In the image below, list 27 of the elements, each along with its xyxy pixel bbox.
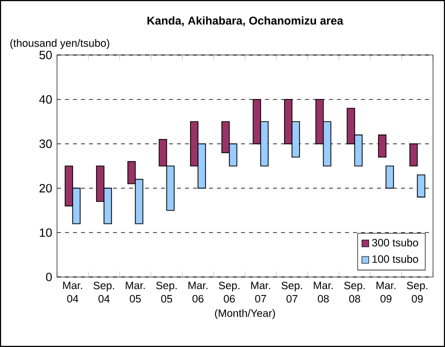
x-tick-label: Mar. 05	[126, 282, 145, 302]
x-tick-label: Sep. 08	[344, 282, 365, 303]
x-tick-label: Mar. 08	[314, 282, 333, 302]
bar	[378, 134, 386, 158]
x-tick-label: Sep. 05	[156, 282, 177, 303]
legend-label: 100 tsubo	[372, 255, 418, 263]
bar	[416, 174, 426, 198]
bar	[409, 143, 418, 166]
legend-label: 300 tsubo	[372, 238, 418, 246]
x-tick-label: Mar. 06	[188, 282, 208, 302]
x-tick-label: Mar. 09	[376, 282, 396, 302]
x-tick-label: Sep. 07	[282, 282, 302, 303]
x-tick-label: Mar. 04	[63, 282, 82, 302]
y-tick-label: 20	[40, 184, 52, 192]
chart-title: Kanda, Akihabara, Ochanomizu area	[148, 16, 344, 26]
y-tick-label: 40	[39, 95, 52, 104]
y-tick-label: 30	[39, 140, 52, 148]
x-tick-label: Sep. 06	[218, 282, 240, 303]
bar	[386, 166, 394, 189]
x-tick-label: Mar. 07	[251, 282, 270, 302]
x-axis-title: (Month/Year)	[215, 309, 275, 320]
y-tick-label: 10	[40, 228, 52, 237]
y-tick-label: 0	[46, 272, 52, 282]
y-axis-title: (thousand yen/tsubo)	[10, 39, 110, 49]
y-tick-label: 50	[39, 50, 52, 60]
x-tick-label: Sep. 04	[94, 282, 114, 303]
x-tick-label: Sep. 09	[406, 282, 428, 303]
